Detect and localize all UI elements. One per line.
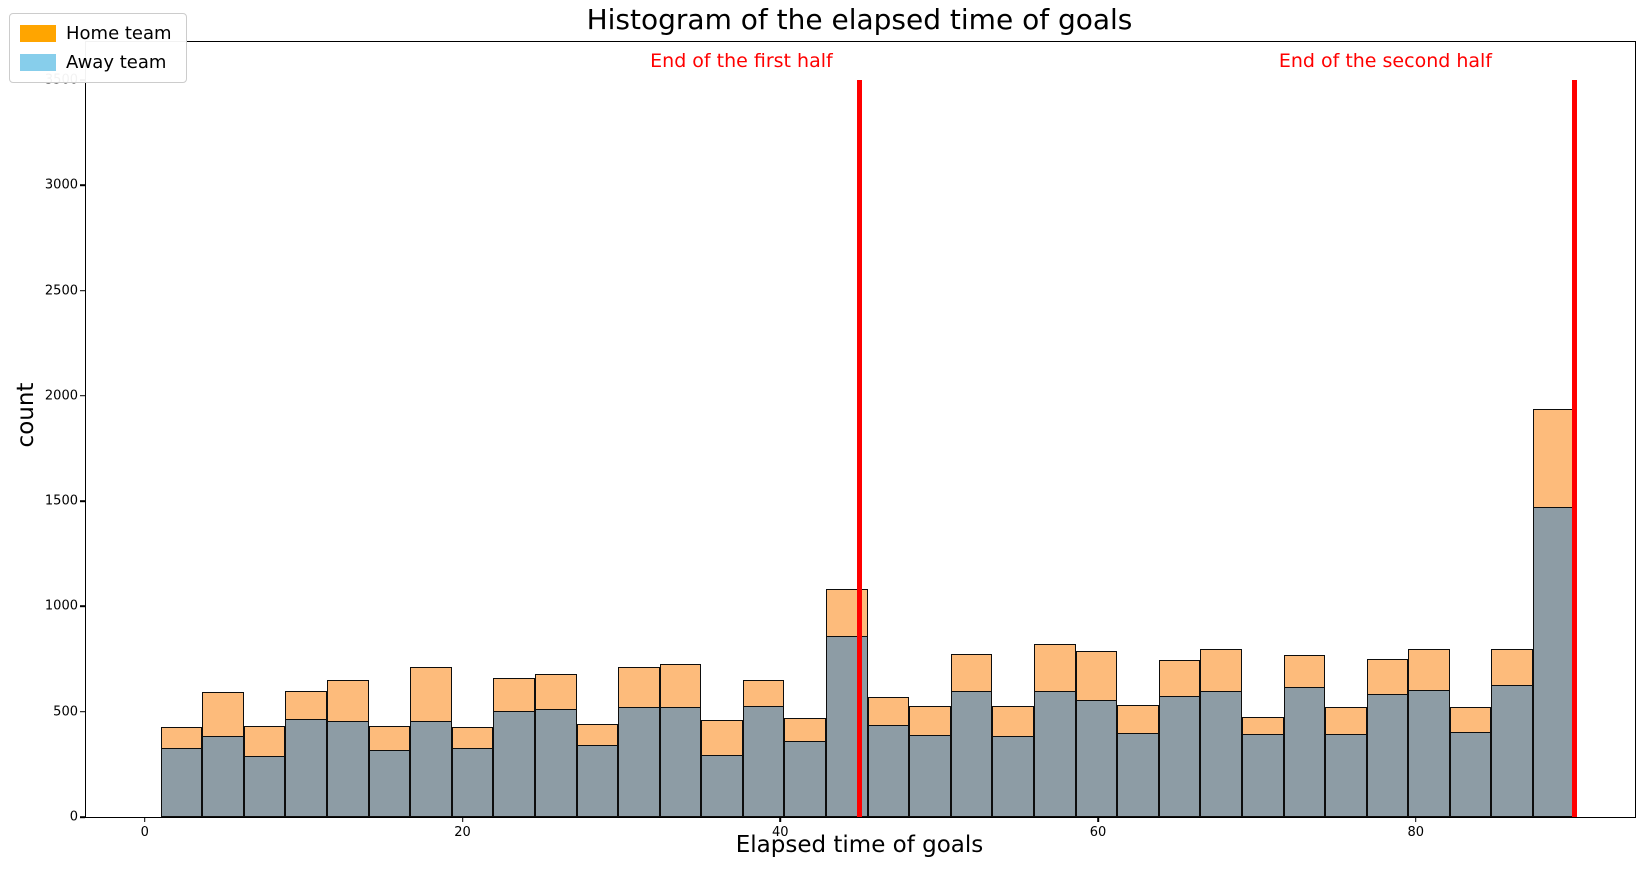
histogram-bar-away [701, 754, 743, 817]
histogram-bar-away [1158, 695, 1201, 817]
second-half-end-line [1572, 79, 1578, 817]
home-team-swatch [20, 25, 56, 42]
chart-title: Histogram of the elapsed time of goals [586, 3, 1133, 36]
histogram-bar-away [1117, 732, 1159, 817]
away-team-swatch [20, 54, 56, 71]
y-tick-label: 3000 [44, 177, 78, 193]
x-tick-mark [461, 817, 464, 822]
histogram-bar-away [410, 721, 452, 817]
histogram-bar-away [202, 735, 244, 817]
histogram-bar-away [576, 745, 619, 817]
x-tick-mark [779, 817, 782, 822]
y-tick-mark [80, 816, 85, 818]
histogram-bar-away [327, 721, 369, 817]
x-tick-mark [1414, 817, 1417, 822]
y-tick-mark [80, 605, 85, 608]
x-tick-label: 60 [1089, 825, 1107, 840]
legend-item-away: Away team [20, 52, 172, 73]
histogram-bar-away [160, 747, 203, 817]
histogram-bar-away [1325, 733, 1367, 817]
x-tick-label: 40 [771, 825, 789, 840]
y-tick-label: 1000 [44, 598, 78, 614]
y-tick-mark [80, 184, 85, 186]
x-tick-mark [1097, 817, 1099, 822]
first-half-end-annotation: End of the first half [650, 50, 833, 73]
histogram-bar-away [992, 735, 1034, 817]
x-tick-label: 80 [1407, 825, 1425, 840]
histogram-bar-away [1366, 693, 1409, 817]
y-tick-label: 1500 [44, 493, 78, 509]
histogram-bar-away [1449, 731, 1492, 817]
x-tick-mark [143, 817, 146, 822]
histogram-bar-away [1241, 733, 1284, 817]
histogram-bar-away [1200, 690, 1242, 817]
y-tick-mark [80, 500, 85, 502]
second-half-end-annotation: End of the second half [1278, 50, 1492, 73]
histogram-bar-away [285, 719, 327, 817]
histogram-bar-away [1408, 689, 1450, 817]
histogram-bar-away [1033, 690, 1076, 817]
legend-item-home: Home team [20, 23, 172, 44]
x-tick-label: 20 [454, 825, 471, 840]
histogram-bar-away [909, 734, 951, 817]
histogram-bar-away [659, 707, 702, 817]
y-tick-mark [80, 395, 85, 397]
histogram-bar-away [451, 747, 494, 817]
plot-area: End of the first half End of the second h… [45, 41, 1636, 840]
histogram-bar-away [1283, 687, 1326, 817]
y-tick-mark [80, 289, 85, 292]
y-tick-label: 500 [53, 704, 78, 720]
histogram-bar-away [867, 725, 910, 817]
histogram-bar-away [742, 706, 785, 817]
histogram-bar-away [1491, 685, 1534, 817]
y-tick-label: 0 [69, 809, 78, 825]
histogram-bar-away [1075, 700, 1118, 817]
histogram-bar-away [1533, 507, 1575, 817]
histogram-bar-away [368, 749, 411, 817]
y-tick-mark [80, 710, 85, 713]
legend-label-home: Home team [66, 23, 172, 44]
x-tick-label: 0 [140, 825, 149, 840]
histogram-bar-away [950, 690, 993, 817]
legend: Home team Away team [9, 13, 187, 83]
histogram-bar-away [618, 707, 660, 817]
y-tick-label: 2500 [44, 283, 78, 298]
x-axis-label: Elapsed time of goals [735, 832, 984, 858]
y-tick-label: 2000 [44, 388, 78, 404]
histogram-bar-away [534, 708, 577, 817]
legend-label-away: Away team [66, 52, 167, 73]
histogram-bar-away [784, 741, 827, 817]
histogram-bar-away [493, 710, 535, 817]
first-half-end-line [857, 79, 863, 817]
histogram-bar-away [243, 755, 286, 817]
